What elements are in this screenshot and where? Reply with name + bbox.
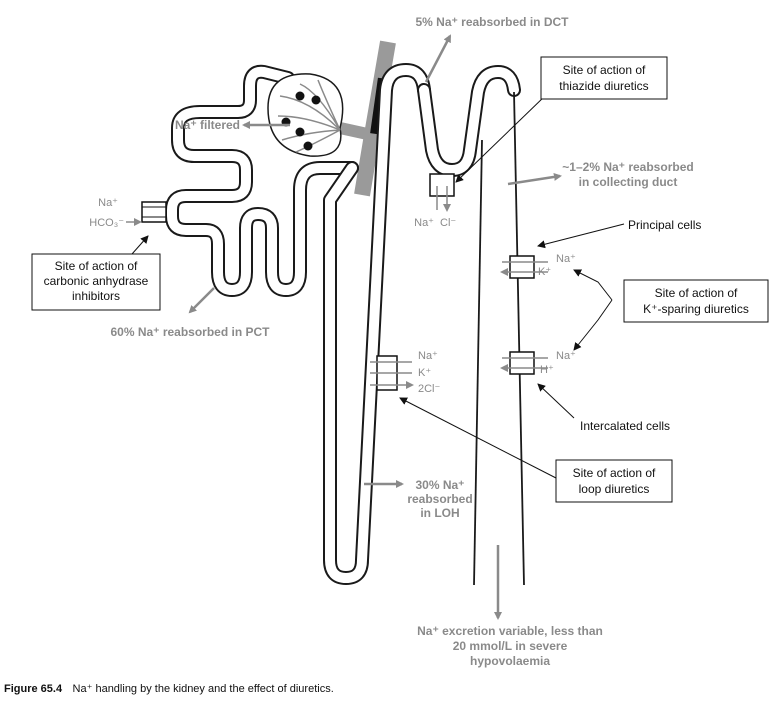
glomerulus bbox=[267, 73, 344, 157]
intercalated-transporter bbox=[509, 351, 535, 375]
loop-box-line2: loop diuretics bbox=[579, 482, 650, 496]
intercalated-cells-label: Intercalated cells bbox=[580, 419, 670, 433]
dct-cl-label: Cl⁻ bbox=[440, 217, 456, 229]
thiazide-box-line1: Site of action of bbox=[563, 63, 646, 77]
loh-transporter-arrows bbox=[370, 361, 412, 385]
principal-pointer bbox=[537, 223, 625, 249]
thiazide-box bbox=[540, 56, 668, 100]
principal-k-label: K⁺ bbox=[538, 266, 551, 278]
intercalated-pointer bbox=[537, 383, 575, 419]
collecting-duct bbox=[473, 91, 525, 586]
ksparing-pointer-up bbox=[573, 269, 613, 301]
loh-cl-label: 2Cl⁻ bbox=[418, 383, 441, 395]
excretion-label-1: Na⁺ excretion variable, less than bbox=[417, 624, 603, 638]
cai-box bbox=[31, 253, 161, 311]
loop-pointer bbox=[399, 397, 557, 479]
loop-box bbox=[555, 459, 673, 503]
collecting-duct-arrow bbox=[507, 172, 562, 186]
intercalated-na-label: Na⁺ bbox=[556, 350, 576, 362]
dct-transporter bbox=[429, 173, 455, 197]
loop-of-henle bbox=[323, 63, 431, 585]
collecting-duct-label-2: in collecting duct bbox=[579, 175, 678, 189]
dct-reabsorbed-label: 5% Na⁺ reabsorbed in DCT bbox=[415, 15, 569, 29]
dct-na-label: Na⁺ bbox=[414, 217, 434, 229]
cai-box-line2: carbonic anhydrase bbox=[44, 274, 149, 288]
loh-na-label: Na⁺ bbox=[418, 350, 438, 362]
thiazide-pointer bbox=[455, 94, 547, 183]
hco3-label: HCO₃⁻ bbox=[89, 217, 124, 229]
cai-pointer bbox=[131, 235, 149, 255]
intercalated-transporter-arrows bbox=[502, 357, 548, 368]
loh-k-label: K⁺ bbox=[418, 367, 431, 379]
figure-caption-text: Na⁺ handling by the kidney and the effec… bbox=[73, 683, 334, 695]
arteriole-branch bbox=[338, 122, 374, 141]
pct-tubule bbox=[165, 64, 359, 297]
intercalated-h-label: H⁺ bbox=[540, 364, 554, 376]
dct-transporter-arrows bbox=[436, 186, 447, 210]
principal-transporter-arrows bbox=[502, 261, 548, 272]
na-filtered-label: Na⁺ filtered bbox=[175, 118, 240, 132]
pct-reabsorbed-label: 60% Na⁺ reabsorbed in PCT bbox=[110, 325, 270, 339]
loh-reabsorbed-label-3: in LOH bbox=[420, 506, 459, 520]
pct-transporter-lines bbox=[142, 206, 166, 218]
pct-na-label: Na⁺ bbox=[98, 197, 118, 209]
principal-transporter bbox=[509, 255, 535, 279]
figure-number: Figure 65.4 bbox=[4, 683, 63, 695]
pct-transporter bbox=[141, 201, 167, 223]
ksparing-pointer-down bbox=[573, 299, 613, 351]
collecting-duct-label-1: ~1–2% Na⁺ reabsorbed bbox=[562, 160, 693, 174]
cai-box-line3: inhibitors bbox=[72, 289, 120, 303]
thiazide-box-line2: thiazide diuretics bbox=[559, 79, 648, 93]
pct-reabsorbed-arrow bbox=[188, 287, 215, 314]
figure-caption: Figure 65.4 Na⁺ handling by the kidney a… bbox=[4, 679, 334, 696]
principal-cells-label: Principal cells bbox=[628, 218, 701, 232]
loop-box-line1: Site of action of bbox=[573, 466, 656, 480]
loh-reabsorbed-label-1: 30% Na⁺ bbox=[415, 478, 464, 492]
excretion-label-3: hypovolaemia bbox=[470, 654, 550, 668]
ksparing-box bbox=[623, 279, 769, 323]
principal-na-label: Na⁺ bbox=[556, 253, 576, 265]
loh-reabsorbed-label-2: reabsorbed bbox=[407, 492, 472, 506]
ksparing-box-line1: Site of action of bbox=[655, 286, 738, 300]
excretion-label-2: 20 mmol/L in severe bbox=[453, 639, 568, 653]
ksparing-box-line2: K⁺-sparing diuretics bbox=[643, 302, 749, 316]
dct-tubule bbox=[417, 65, 521, 177]
cai-box-line1: Site of action of bbox=[55, 259, 138, 273]
dct-reabsorbed-arrow bbox=[424, 34, 452, 83]
